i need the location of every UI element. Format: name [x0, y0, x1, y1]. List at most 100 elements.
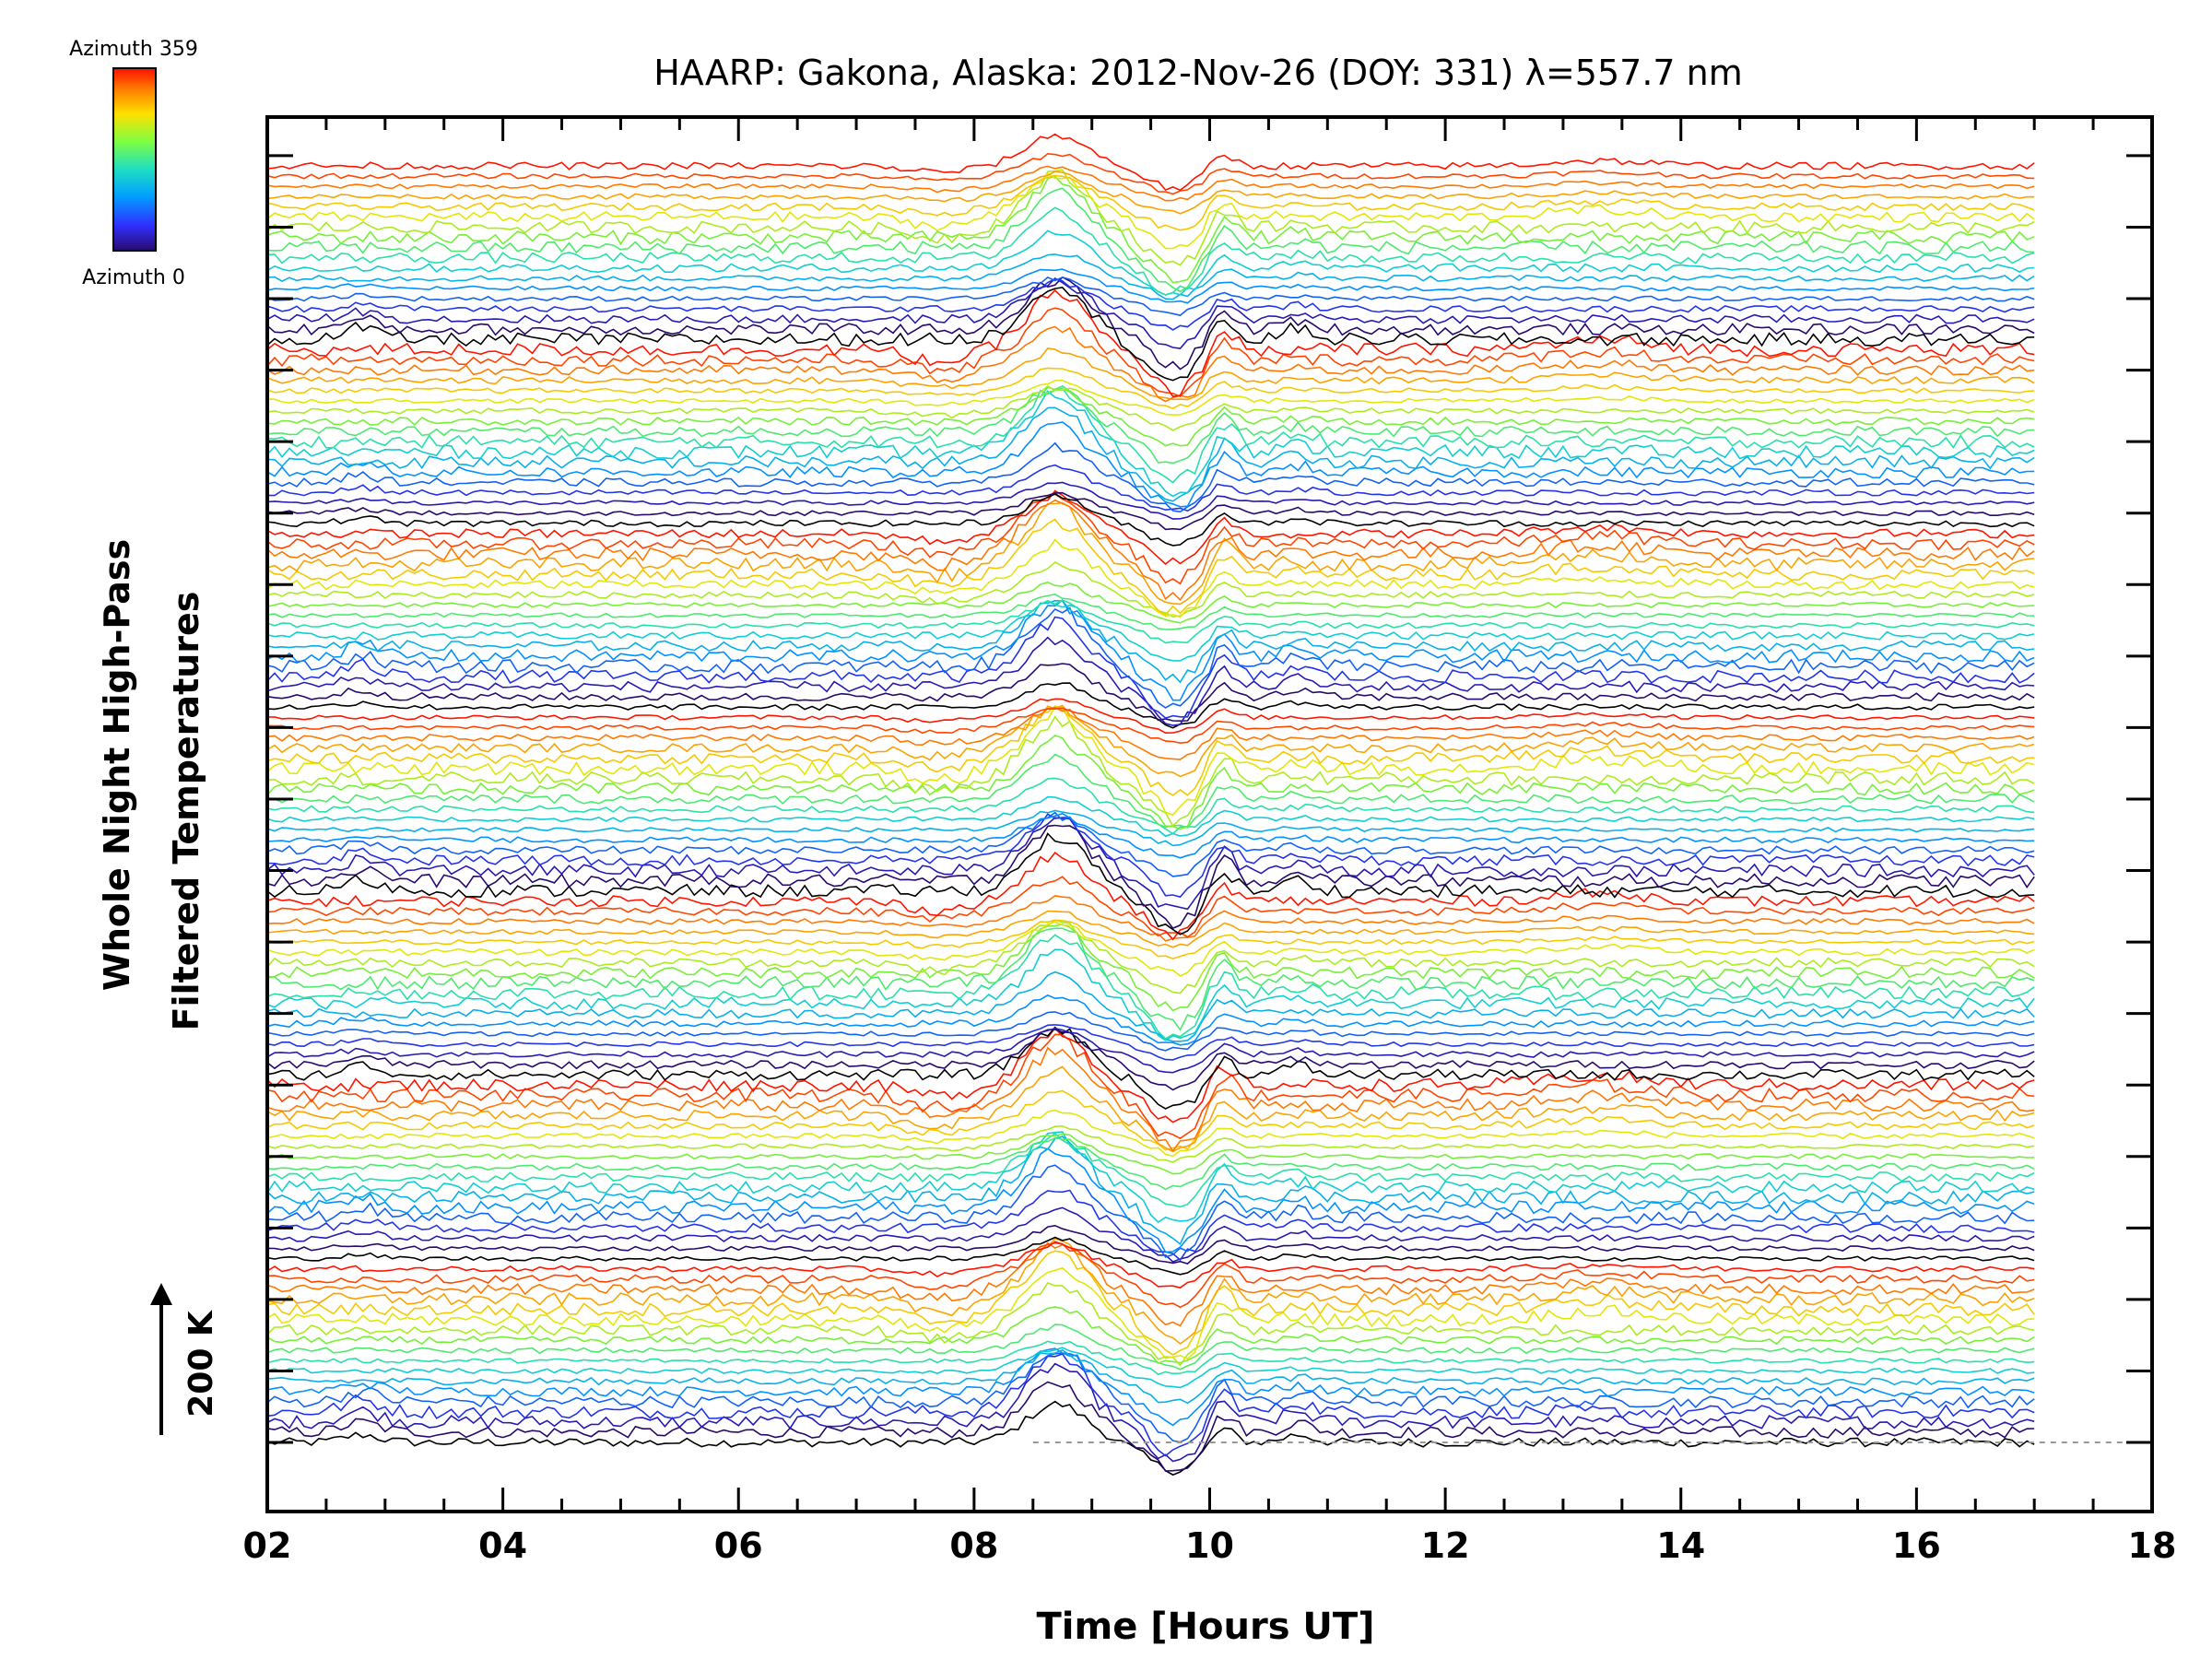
series-line-95 [266, 441, 2035, 513]
series-line-48 [266, 919, 2035, 994]
series-line-37 [266, 1026, 2035, 1110]
series-line-114 [266, 268, 2035, 304]
series-line-39 [266, 1027, 2035, 1074]
series-line-7 [266, 1348, 2035, 1405]
series-line-3 [266, 1362, 2035, 1463]
series-line-118 [266, 187, 2035, 293]
y-axis-label-line2: Filtered Temperatures [166, 592, 206, 1031]
series-line-125 [266, 152, 2035, 195]
series-line-16 [266, 1241, 2035, 1327]
x-tick-label: 08 [949, 1525, 998, 1566]
x-tick-label: 04 [478, 1525, 527, 1566]
series-line-40 [266, 1024, 2035, 1061]
series-line-6 [266, 1347, 2035, 1427]
series-line-50 [266, 919, 2035, 959]
series-line-44 [266, 948, 2035, 1041]
series-line-25 [266, 1135, 2035, 1246]
series-line-9 [266, 1340, 2035, 1376]
series-line-105 [266, 347, 2035, 401]
series-line-69 [266, 704, 2035, 778]
x-tick-label: 06 [714, 1525, 763, 1566]
series-line-46 [266, 927, 2035, 1031]
series-line-19 [266, 1236, 2035, 1276]
series-line-117 [266, 206, 2035, 296]
series-line-4 [266, 1353, 2035, 1457]
series-line-20 [266, 1224, 2035, 1265]
x-tick-label: 12 [1421, 1525, 1470, 1566]
series-line-35 [266, 1033, 2035, 1140]
series-line-15 [266, 1237, 2035, 1346]
series-line-55 [266, 832, 2035, 935]
series-line-2 [266, 1381, 2035, 1472]
series-line-88 [266, 499, 2035, 602]
series-line-100 [266, 384, 2035, 465]
series-line-13 [266, 1266, 2035, 1360]
series-line-38 [266, 1029, 2035, 1091]
series-line-87 [266, 501, 2035, 606]
series-line-10 [266, 1324, 2035, 1371]
series-line-29 [266, 1133, 2035, 1175]
series-line-108 [266, 288, 2035, 398]
series-line-51 [266, 910, 2035, 948]
series-line-23 [266, 1164, 2035, 1258]
series-line-126 [266, 133, 2035, 192]
series-line-28 [266, 1136, 2035, 1191]
series-line-24 [266, 1147, 2035, 1253]
series-line-68 [266, 705, 2035, 796]
series-line-32 [266, 1089, 2035, 1151]
series-line-104 [266, 367, 2035, 410]
series-line-90 [266, 489, 2035, 566]
series-line-57 [266, 817, 2035, 911]
series-line-42 [266, 994, 2035, 1046]
series-line-85 [266, 538, 2035, 618]
series-line-107 [266, 307, 2035, 398]
series-line-60 [266, 812, 2035, 859]
series-line-18 [266, 1241, 2035, 1289]
series-line-92 [266, 491, 2035, 531]
series-line-79 [266, 599, 2035, 684]
series-line-77 [266, 606, 2035, 709]
series-line-93 [266, 481, 2035, 520]
x-tick-label: 14 [1656, 1525, 1705, 1566]
series-line-101 [266, 387, 2035, 447]
series-line-26 [266, 1131, 2035, 1224]
series-line-81 [266, 599, 2035, 644]
series-line-89 [266, 493, 2035, 585]
series-line-33 [266, 1065, 2035, 1153]
series-line-53 [266, 876, 2035, 938]
series-line-113 [266, 276, 2035, 317]
colorbar-bottom-label: Azimuth 0 [82, 266, 185, 289]
series-line-121 [266, 172, 2035, 250]
series-line-119 [266, 175, 2035, 284]
series-line-83 [266, 581, 2035, 624]
series-line-102 [266, 385, 2035, 431]
series-line-103 [266, 379, 2035, 416]
series-line-94 [266, 464, 2035, 512]
series-line-72 [266, 698, 2035, 735]
series-line-109 [266, 286, 2035, 382]
x-tick-label: 10 [1185, 1525, 1234, 1566]
series-line-73 [266, 682, 2035, 729]
series-line-86 [266, 518, 2035, 617]
x-tick-label: 18 [2128, 1525, 2177, 1566]
series-line-71 [266, 707, 2035, 745]
series-line-64 [266, 753, 2035, 829]
series-line-52 [266, 895, 2035, 942]
series-line-36 [266, 1027, 2035, 1124]
y-axis-label-line1: Whole Night High-Pass [97, 539, 137, 991]
series-group [266, 133, 2152, 1477]
series-line-54 [266, 851, 2035, 941]
series-line-47 [266, 924, 2035, 1012]
x-axis-label: Time [Hours UT] [1037, 1606, 1375, 1648]
colorbar-top-label: Azimuth 359 [69, 38, 198, 61]
series-line-5 [266, 1352, 2035, 1443]
scale-arrow [150, 1283, 172, 1435]
series-line-112 [266, 277, 2035, 331]
series-line-76 [266, 616, 2035, 719]
series-line-91 [266, 492, 2035, 547]
series-line-99 [266, 387, 2035, 484]
series-line-30 [266, 1124, 2035, 1163]
series-line-61 [266, 809, 2035, 847]
x-tick-label: 02 [243, 1525, 292, 1566]
